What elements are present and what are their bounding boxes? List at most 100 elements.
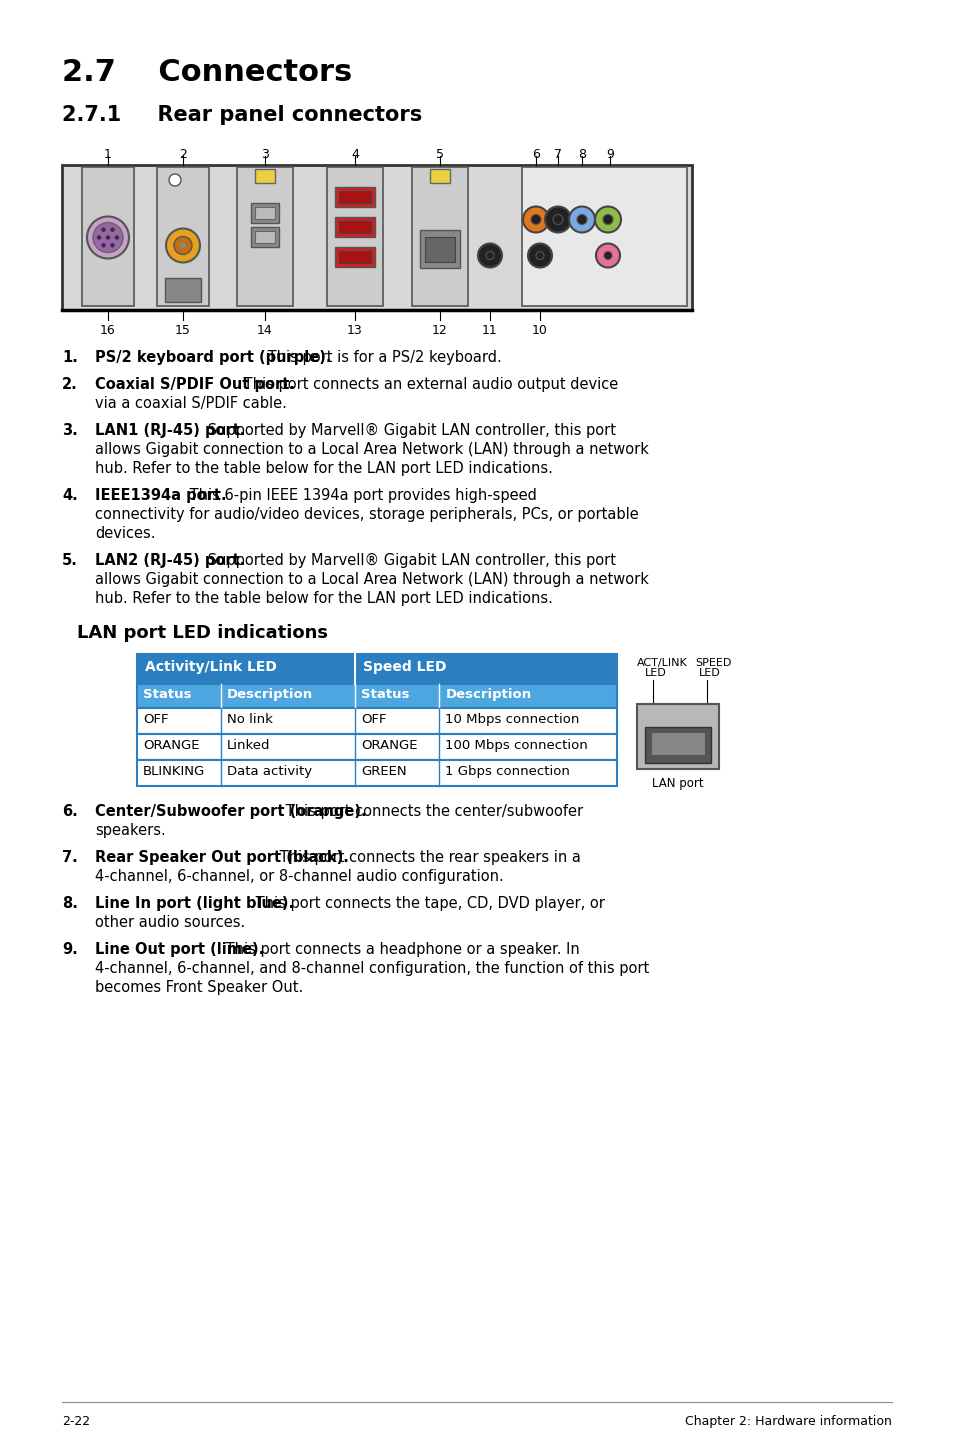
Circle shape <box>180 243 186 249</box>
Text: 14: 14 <box>257 324 273 336</box>
Bar <box>157 167 209 306</box>
Text: Status: Status <box>143 687 192 700</box>
Text: 8: 8 <box>578 148 585 161</box>
Text: 7.: 7. <box>62 850 77 866</box>
Bar <box>419 230 459 267</box>
Text: 2.: 2. <box>62 377 77 393</box>
Text: LAN2 (RJ-45) port.: LAN2 (RJ-45) port. <box>95 554 245 568</box>
Text: 3.: 3. <box>62 423 77 439</box>
Circle shape <box>111 227 114 232</box>
Text: 11: 11 <box>481 324 497 336</box>
Circle shape <box>603 252 612 259</box>
Text: other audio sources.: other audio sources. <box>95 915 245 930</box>
Bar <box>137 707 617 733</box>
Circle shape <box>101 227 106 232</box>
Text: becomes Front Speaker Out.: becomes Front Speaker Out. <box>95 981 303 995</box>
Text: hub. Refer to the table below for the LAN port LED indications.: hub. Refer to the table below for the LA… <box>95 591 553 605</box>
Text: Status: Status <box>361 687 410 700</box>
Text: LAN port: LAN port <box>652 777 703 789</box>
Text: Chapter 2: Hardware information: Chapter 2: Hardware information <box>684 1415 891 1428</box>
Text: This port connects a headphone or a speaker. In: This port connects a headphone or a spea… <box>221 942 579 958</box>
Text: Line Out port (lime).: Line Out port (lime). <box>95 942 264 958</box>
Text: 6: 6 <box>532 148 539 161</box>
Circle shape <box>568 207 595 233</box>
Text: Supported by Marvell® Gigabit LAN controller, this port: Supported by Marvell® Gigabit LAN contro… <box>203 554 616 568</box>
Circle shape <box>111 243 114 247</box>
Text: ORANGE: ORANGE <box>143 739 199 752</box>
Bar <box>137 684 617 707</box>
Text: 4-channel, 6-channel, or 8-channel audio configuration.: 4-channel, 6-channel, or 8-channel audio… <box>95 869 503 884</box>
Text: Speed LED: Speed LED <box>363 660 446 674</box>
Text: OFF: OFF <box>361 713 387 726</box>
Circle shape <box>477 243 501 267</box>
Text: 1: 1 <box>104 148 112 161</box>
Text: 100 Mbps connection: 100 Mbps connection <box>445 739 588 752</box>
Bar <box>254 170 274 183</box>
Circle shape <box>485 252 494 259</box>
Text: This port is for a PS/2 keyboard.: This port is for a PS/2 keyboard. <box>263 349 501 365</box>
Text: This port connects the tape, CD, DVD player, or: This port connects the tape, CD, DVD pla… <box>251 896 604 912</box>
Circle shape <box>173 236 192 255</box>
Text: hub. Refer to the table below for the LAN port LED indications.: hub. Refer to the table below for the LA… <box>95 462 553 476</box>
Bar <box>236 167 293 306</box>
Bar <box>62 165 691 311</box>
Bar <box>430 170 450 183</box>
Text: allows Gigabit connection to a Local Area Network (LAN) through a network: allows Gigabit connection to a Local Are… <box>95 441 648 457</box>
Text: GREEN: GREEN <box>361 765 407 778</box>
Bar <box>137 761 617 787</box>
Bar <box>644 728 710 764</box>
Circle shape <box>536 252 543 259</box>
Text: SPEED: SPEED <box>695 659 731 669</box>
Text: No link: No link <box>227 713 273 726</box>
Bar <box>335 217 375 237</box>
Bar <box>338 191 371 203</box>
Text: 5: 5 <box>436 148 443 161</box>
Bar <box>251 227 278 247</box>
Bar <box>637 705 719 769</box>
Text: Rear Speaker Out port (black).: Rear Speaker Out port (black). <box>95 850 349 866</box>
Text: Data activity: Data activity <box>227 765 312 778</box>
Text: PS/2 keyboard port (purple).: PS/2 keyboard port (purple). <box>95 349 331 365</box>
Bar <box>165 278 201 302</box>
Text: IEEE1394a port.: IEEE1394a port. <box>95 487 227 503</box>
Circle shape <box>106 236 111 240</box>
Text: 2.7.1     Rear panel connectors: 2.7.1 Rear panel connectors <box>62 105 422 125</box>
Text: Coaxial S/PDIF Out port.: Coaxial S/PDIF Out port. <box>95 377 294 393</box>
Text: ACT/LINK: ACT/LINK <box>637 659 687 669</box>
Text: Description: Description <box>445 687 531 700</box>
Bar <box>424 236 455 262</box>
Text: Line In port (light blue).: Line In port (light blue). <box>95 896 294 912</box>
Circle shape <box>114 236 119 240</box>
Text: BLINKING: BLINKING <box>143 765 205 778</box>
Text: 2.7    Connectors: 2.7 Connectors <box>62 58 352 88</box>
Text: 2-22: 2-22 <box>62 1415 90 1428</box>
Bar <box>338 252 371 263</box>
Text: 9: 9 <box>605 148 614 161</box>
Circle shape <box>169 174 181 186</box>
Text: 4.: 4. <box>62 487 77 503</box>
Circle shape <box>602 214 613 224</box>
Circle shape <box>527 243 552 267</box>
Text: 1.: 1. <box>62 349 78 365</box>
Text: speakers.: speakers. <box>95 823 166 838</box>
Text: devices.: devices. <box>95 526 155 541</box>
Bar <box>335 247 375 267</box>
Text: 16: 16 <box>100 324 115 336</box>
Bar <box>137 654 617 684</box>
Bar <box>251 203 278 223</box>
Circle shape <box>87 217 129 259</box>
Text: Activity/Link LED: Activity/Link LED <box>145 660 276 674</box>
Bar <box>412 167 468 306</box>
Text: 13: 13 <box>347 324 362 336</box>
Text: LAN port LED indications: LAN port LED indications <box>77 624 328 641</box>
Bar <box>82 167 133 306</box>
Text: LED: LED <box>699 669 720 677</box>
Text: 7: 7 <box>554 148 561 161</box>
Bar <box>254 207 274 219</box>
Text: via a coaxial S/PDIF cable.: via a coaxial S/PDIF cable. <box>95 395 287 411</box>
Bar <box>650 732 704 755</box>
Bar <box>137 733 617 761</box>
Text: This port connects an external audio output device: This port connects an external audio out… <box>239 377 618 393</box>
Text: 4-channel, 6-channel, and 8-channel configuration, the function of this port: 4-channel, 6-channel, and 8-channel conf… <box>95 961 649 976</box>
Text: This port connects the rear speakers in a: This port connects the rear speakers in … <box>274 850 580 866</box>
